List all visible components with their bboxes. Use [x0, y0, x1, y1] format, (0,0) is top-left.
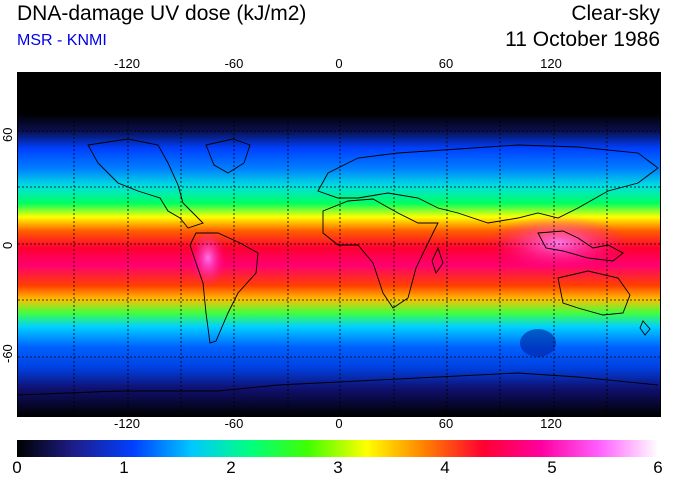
lon-tick-top-label: -60	[224, 56, 244, 71]
colorbar-tick-label: 4	[440, 458, 450, 477]
lon-tick-bottom-label: -120	[113, 416, 141, 431]
lon-tick-top-label: 0	[335, 56, 343, 71]
lat-tick-left-label: 60	[0, 127, 15, 142]
lon-tick-bottom-label: 120	[540, 416, 562, 431]
lat-tick-left-label: 0	[0, 241, 15, 249]
lon-tick-bottom-label: 0	[335, 416, 343, 431]
colorbar-tick-label: 2	[226, 458, 236, 477]
lon-tick-bottom-label: 60	[438, 416, 454, 431]
hotspot-andes	[190, 228, 226, 288]
colorbar	[17, 440, 658, 457]
coast-africa	[322, 198, 439, 309]
sky-condition-label: Clear-sky	[571, 2, 660, 25]
date-label: 11 October 1986	[505, 28, 660, 51]
colorbar-fill	[17, 440, 658, 457]
map-svg	[18, 73, 660, 416]
coast-maritime-continent	[537, 230, 624, 262]
coast-new-zealand	[639, 320, 651, 336]
colorbar-tick-label: 3	[333, 458, 343, 477]
uv-dose-map	[17, 72, 661, 417]
colorbar-tick-label: 0	[12, 458, 22, 477]
coast-madagascar	[431, 246, 444, 274]
hotspot-maritime-continent	[488, 215, 628, 271]
colorbar-tick-label: 5	[547, 458, 557, 477]
coast-antarctica	[18, 372, 659, 396]
colorbar-tick-label: 1	[119, 458, 129, 477]
graticule	[18, 73, 660, 416]
colorbar-tick-label: 6	[653, 458, 663, 477]
coast-north-america	[87, 138, 204, 229]
map-title: DNA-damage UV dose (kJ/m2)	[17, 2, 307, 25]
coast-australia	[557, 270, 631, 316]
coast-south-america	[189, 232, 259, 344]
lon-tick-top-label: 120	[540, 56, 562, 71]
lon-tick-top-label: 60	[438, 56, 454, 71]
lon-tick-top-label: -120	[113, 56, 141, 71]
source-label: MSR - KNMI	[17, 32, 107, 49]
coastlines	[18, 138, 659, 396]
low-dose-southern-ocean	[520, 329, 556, 357]
coast-greenland	[205, 138, 251, 174]
coast-eurasia	[317, 144, 659, 224]
lon-tick-bottom-label: -60	[224, 416, 244, 431]
lat-tick-left-label: -60	[0, 344, 15, 363]
